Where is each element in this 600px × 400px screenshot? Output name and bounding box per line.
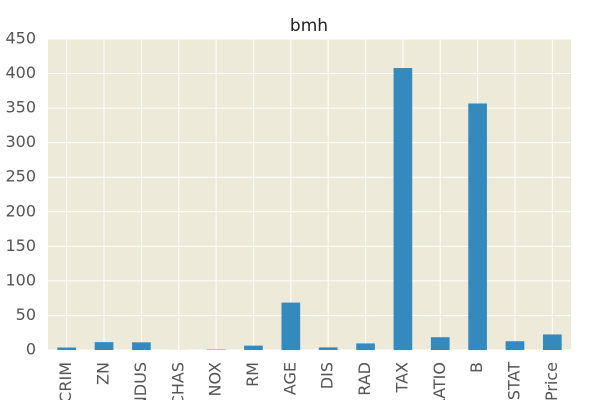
x-tick-label: LSTAT (504, 362, 523, 400)
plot-area (48, 39, 571, 350)
bar (132, 342, 151, 350)
bar (542, 334, 562, 350)
bar (393, 68, 413, 350)
x-tick-label: NOX (206, 362, 225, 397)
x-tick-label: CRIM (56, 362, 75, 400)
chart-title: bmh (290, 16, 328, 36)
bar (281, 302, 301, 350)
x-tick-label: CHAS (168, 362, 187, 400)
x-tick-label: Price (542, 362, 561, 400)
y-tick-label: 100 (5, 270, 36, 289)
x-tick-label: TAX (392, 362, 411, 393)
bar (468, 103, 487, 350)
y-tick-label: 200 (5, 201, 36, 220)
x-tick-label: B (467, 362, 486, 373)
y-tick-label: 400 (5, 63, 36, 82)
bar (356, 343, 375, 350)
bar (94, 342, 114, 350)
x-tick-label: RM (243, 362, 262, 387)
y-tick-label: 350 (5, 98, 36, 117)
bar (57, 347, 77, 350)
x-tick-label: AGE (280, 362, 299, 395)
y-tick-label: 150 (5, 236, 36, 255)
x-tick-label: DIS (318, 362, 337, 389)
y-tick-label: 450 (5, 29, 36, 48)
bar (244, 345, 263, 350)
y-tick-label: 250 (5, 167, 36, 186)
x-tick-label: PTRATIO (430, 362, 449, 400)
bar (430, 337, 450, 350)
x-tick-label: RAD (355, 362, 374, 396)
y-tick-label: 50 (16, 305, 36, 324)
bar (505, 341, 525, 350)
y-tick-label: 0 (26, 340, 36, 359)
x-tick-label: ZN (94, 362, 113, 385)
bar (318, 347, 338, 350)
y-tick-label: 300 (5, 132, 36, 151)
x-tick-label: INDUS (131, 362, 150, 400)
